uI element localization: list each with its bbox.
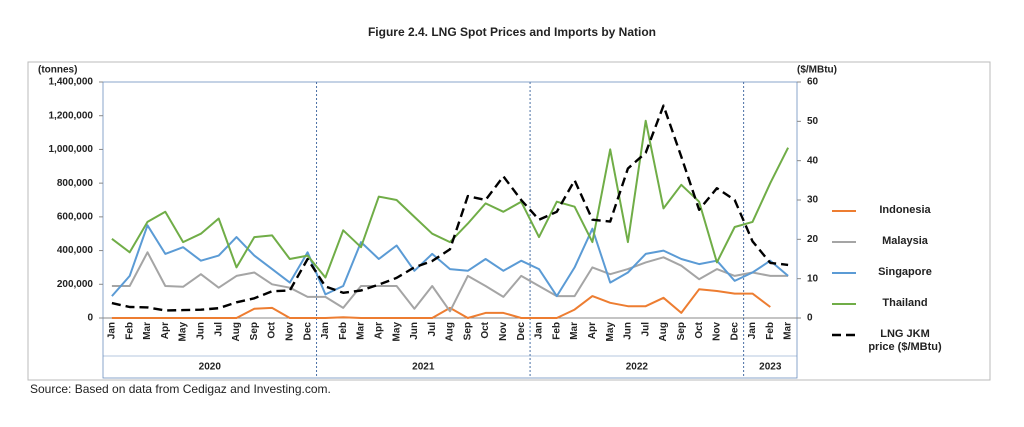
legend-label: Indonesia <box>879 204 931 216</box>
y2-tick-label: 60 <box>807 77 819 88</box>
x-tick-label: Feb <box>124 322 135 340</box>
legend-swatch <box>832 333 856 337</box>
legend-label: Singapore <box>878 266 932 278</box>
y-tick-label: 400,000 <box>57 245 94 256</box>
x-tick-label: Feb <box>551 322 562 340</box>
x-tick-label: Oct <box>694 321 705 338</box>
x-tick-label: May <box>605 322 616 342</box>
x-tick-label: Jan <box>320 322 331 339</box>
x-tick-label: Feb <box>765 322 776 340</box>
y2-tick-label: 10 <box>807 273 819 284</box>
x-tick-label: Jan <box>534 322 545 339</box>
series-line <box>111 224 789 298</box>
plot-frame <box>102 81 798 379</box>
x-tick-label: Apr <box>587 322 598 339</box>
legend-item: Indonesia <box>830 200 990 231</box>
y2-tick-label: 0 <box>807 313 813 324</box>
x-tick-label: Nov <box>498 322 509 341</box>
x-tick-label: May <box>178 322 189 342</box>
x-tick-label: Jul <box>213 322 224 337</box>
legend-item: Singapore <box>830 262 990 293</box>
x-tick-label: Oct <box>267 321 278 338</box>
year-label: 2021 <box>412 362 435 373</box>
legend-label: Malaysia <box>882 235 928 247</box>
y-tick-label: 800,000 <box>57 178 94 189</box>
legend-label: LNG JKM price ($/MBtu) <box>868 328 942 353</box>
legend: Indonesia Malaysia Singapore Thailand LNG JK… <box>830 200 990 355</box>
y-tick-label: 200,000 <box>57 279 94 290</box>
legend-swatch <box>832 272 856 274</box>
y2-axis-label: ($/MBtu) <box>797 65 837 76</box>
x-tick-label: Jun <box>409 322 420 340</box>
x-tick-label: Jun <box>623 322 634 340</box>
x-tick-label: Mar <box>356 322 367 340</box>
y-tick-label: 1,400,000 <box>49 77 94 88</box>
chart-title: Figure 2.4. LNG Spot Prices and Imports … <box>368 25 656 39</box>
x-tick-label: Feb <box>338 322 349 340</box>
y-tick-label: 0 <box>87 313 93 324</box>
source: Source: Based on data from Cedigaz and I… <box>30 382 331 396</box>
year-label: 2020 <box>199 362 222 373</box>
x-tick-label: Sep <box>462 322 473 340</box>
x-tick-label: Aug <box>231 322 242 341</box>
chart-frame <box>27 61 991 381</box>
x-tick-label: Mar <box>142 322 153 340</box>
year-label: 2022 <box>626 362 649 373</box>
series-line <box>111 288 771 319</box>
x-tick-label: Jun <box>196 322 207 340</box>
y-axis-label: (tonnes) <box>38 65 77 76</box>
x-tick-label: Sep <box>249 322 260 340</box>
x-tick-label: Aug <box>445 322 456 341</box>
y2-tick-label: 30 <box>807 195 819 206</box>
x-tick-label: Oct <box>480 321 491 338</box>
legend-label: Thailand <box>882 297 928 309</box>
x-tick-label: Sep <box>676 322 687 340</box>
x-tick-label: Jul <box>640 322 651 337</box>
x-tick-label: Mar <box>783 322 794 340</box>
legend-swatch <box>832 303 856 305</box>
x-tick-label: Jan <box>107 322 118 339</box>
x-tick-label: Apr <box>373 322 384 339</box>
x-tick-label: Mar <box>569 322 580 340</box>
x-tick-label: May <box>391 322 402 342</box>
legend-swatch <box>832 241 856 243</box>
y2-tick-label: 40 <box>807 155 819 166</box>
y-tick-label: 600,000 <box>57 211 94 222</box>
x-tick-label: Jan <box>747 322 758 339</box>
x-tick-label: Apr <box>160 322 171 339</box>
y-tick-label: 1,000,000 <box>49 144 94 155</box>
y2-tick-label: 20 <box>807 234 819 245</box>
series-line <box>111 251 789 313</box>
x-tick-label: Nov <box>284 322 295 341</box>
legend-swatch <box>832 210 856 212</box>
series-line <box>111 119 789 279</box>
legend-item: Thailand <box>830 293 990 324</box>
x-tick-label: Aug <box>658 322 669 341</box>
y-tick-label: 1,200,000 <box>49 110 94 121</box>
x-tick-label: Dec <box>516 322 527 341</box>
x-tick-label: Jul <box>427 322 438 337</box>
x-tick-label: Dec <box>729 322 740 341</box>
x-tick-label: Nov <box>712 322 723 341</box>
legend-item: Malaysia <box>830 231 990 262</box>
legend-item: LNG JKM price ($/MBtu) <box>830 324 990 355</box>
year-label: 2023 <box>759 362 782 373</box>
y2-tick-label: 50 <box>807 116 819 127</box>
series-line <box>111 104 789 312</box>
x-tick-label: Dec <box>302 322 313 341</box>
